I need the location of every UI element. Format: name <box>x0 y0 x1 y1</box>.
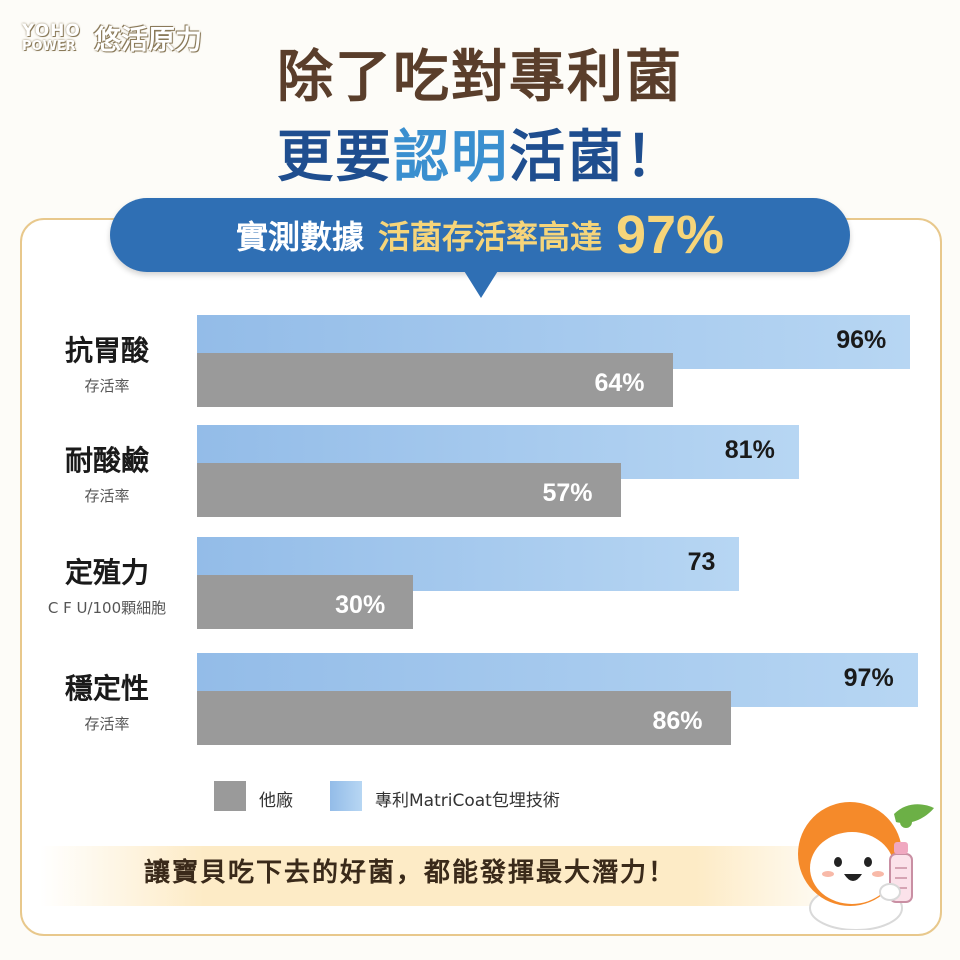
legend-label-other-brand: 他廠 <box>259 791 293 811</box>
category-label: 耐酸鹼 存活率 <box>22 439 192 506</box>
logo-line2: POWER <box>22 38 76 54</box>
banner-percent: 97% <box>615 205 725 265</box>
bar-value-matricoat: 73 <box>687 548 716 576</box>
bar-value-other-brand: 57% <box>542 479 593 507</box>
category-sublabel: 存活率 <box>84 487 130 505</box>
category-title: 耐酸鹼 <box>64 444 149 477</box>
bar-value-other-brand: 30% <box>335 591 386 619</box>
category-label: 定殖力 C F U/100顆細胞 <box>22 551 192 618</box>
headline-line2: 更要認明活菌！ <box>0 112 960 193</box>
category-title: 定殖力 <box>64 556 149 589</box>
category-title: 抗胃酸 <box>64 334 149 367</box>
banner-prefix: 實測數據 <box>235 218 364 256</box>
bar-other-brand <box>197 353 673 407</box>
footer-slogan: 讓寶貝吃下去的好菌，都能發揮最大潛力！ <box>143 858 676 888</box>
banner-highlight: 活菌存活率高達 <box>377 218 602 256</box>
category-sublabel: 存活率 <box>84 715 130 733</box>
bar-value-other-brand: 64% <box>594 369 645 397</box>
brand-logo: YOHO POWER 悠活原力 <box>22 18 202 57</box>
category-label: 穩定性 存活率 <box>22 667 192 734</box>
headline-line2-part1: 更要 <box>277 124 393 190</box>
headline-line2-part2: 認明 <box>393 124 509 190</box>
bar-value-matricoat: 96% <box>836 326 887 354</box>
legend-swatch-other-brand <box>214 781 246 811</box>
bar-other-brand <box>197 463 621 517</box>
legend-label-matricoat: 專利MatriCoat包埋技術 <box>375 791 560 811</box>
category-sublabel: C F U/100顆細胞 <box>47 599 167 617</box>
banner: 實測數據 活菌存活率高達 97% <box>110 198 850 272</box>
bar-other-brand <box>197 691 731 745</box>
bar-other-brand <box>197 575 414 629</box>
logo-brand-name: 悠活原力 <box>94 25 202 56</box>
headline-line2-part3: 活菌！ <box>509 124 683 190</box>
logo-wordmark: YOHO POWER <box>22 20 90 54</box>
bar-value-other-brand: 86% <box>652 707 703 735</box>
headline-line1: 除了吃對專利菌 <box>277 44 683 110</box>
bar-value-matricoat: 97% <box>843 664 894 692</box>
category-sublabel: 存活率 <box>84 377 130 395</box>
category-title: 穩定性 <box>64 672 149 705</box>
bar-value-matricoat: 81% <box>724 436 775 464</box>
banner-pointer <box>461 266 501 298</box>
logo-line1: YOHO <box>22 20 81 41</box>
legend-swatch-matricoat <box>330 781 362 811</box>
category-label: 抗胃酸 存活率 <box>22 329 192 396</box>
footer-band <box>40 846 860 906</box>
mascot-illustration <box>786 796 946 934</box>
